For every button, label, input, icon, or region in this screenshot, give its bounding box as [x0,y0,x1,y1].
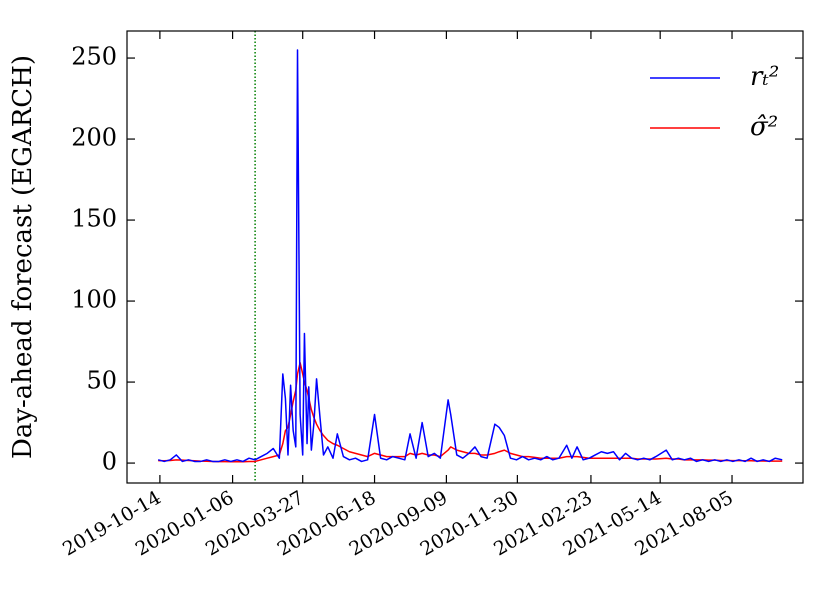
y-tick-label: 200 [71,124,117,152]
y-tick-label: 150 [71,205,117,233]
series-line [158,361,783,463]
legend-label: σ̂² [750,112,778,142]
y-axis-label: Day-ahead forecast (EGARCH) [8,55,38,459]
y-tick-label: 50 [86,367,117,395]
y-tick-label: 100 [71,286,117,314]
legend-label: rₜ² [750,62,779,92]
plot-frame [126,30,804,484]
y-tick-label: 250 [71,43,117,71]
y-tick-label: 0 [102,448,117,476]
series-line [157,49,783,463]
